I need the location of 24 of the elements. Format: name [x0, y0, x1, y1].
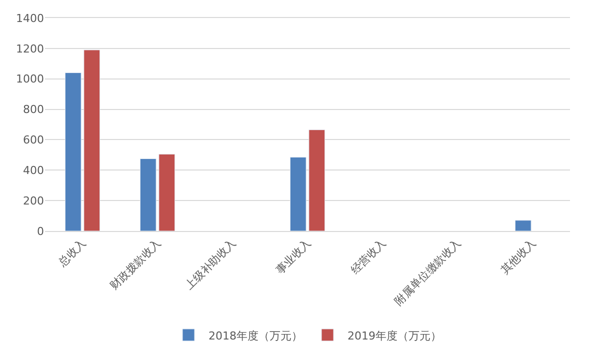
- bar: [140, 158, 156, 231]
- x-tick-label: 总收入: [55, 236, 89, 270]
- x-tick-label: 财政拨款收入: [108, 236, 164, 292]
- x-tick-label: 经营收入: [348, 236, 389, 277]
- legend-label: 2019年度（万元）: [348, 329, 442, 342]
- x-tick-label: 附属单位缴款收入: [392, 236, 464, 308]
- y-tick-label: 1400: [16, 12, 44, 25]
- legend-label: 2018年度（万元）: [208, 329, 302, 342]
- bar: [514, 220, 532, 231]
- y-tick-label: 1000: [16, 72, 44, 86]
- bar: [308, 130, 326, 231]
- bar: [84, 50, 100, 231]
- x-tick-label: 上级补助收入: [182, 236, 239, 292]
- bar: [290, 156, 306, 231]
- y-tick-label: 600: [23, 134, 44, 147]
- y-tick-label: 0: [37, 224, 44, 238]
- y-tick-label: 400: [23, 164, 44, 177]
- x-tick-label: 其他收入: [498, 236, 539, 277]
- y-tick-label: 800: [23, 103, 44, 116]
- x-tick-label: 事业收入: [273, 236, 314, 277]
- y-tick-label: 200: [23, 194, 44, 208]
- y-tick-label: 1200: [16, 42, 44, 56]
- bar: [158, 154, 176, 231]
- bar: [64, 72, 82, 231]
